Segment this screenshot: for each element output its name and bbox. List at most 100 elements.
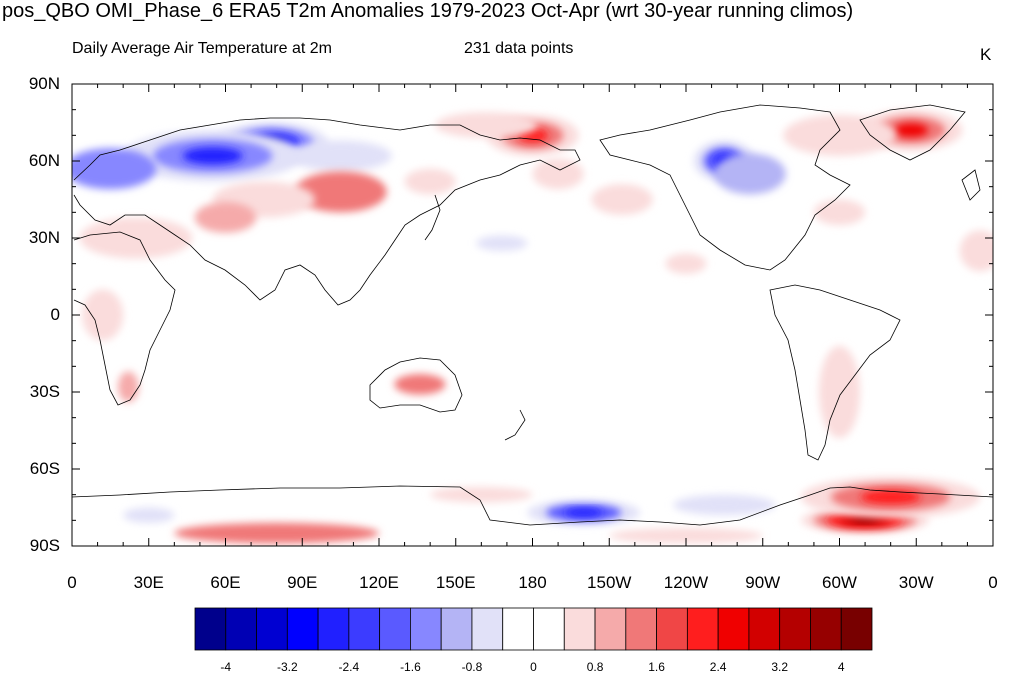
anomaly-region (289, 140, 392, 172)
colorbar-swatch (410, 607, 442, 651)
colorbar-swatch (533, 607, 565, 651)
anomaly-region (783, 114, 896, 156)
anomaly-region (959, 230, 993, 272)
coast-south-america (769, 284, 901, 461)
colorbar-swatch (840, 607, 873, 651)
coast-antarctica (72, 485, 993, 526)
coast-australia (369, 357, 463, 413)
colorbar-swatch (625, 607, 657, 651)
lat-tick-label: 60S (29, 459, 60, 478)
colorbar-swatch (317, 607, 350, 651)
anomaly-region (294, 171, 387, 213)
colorbar-swatch (779, 607, 811, 651)
anomaly-region (860, 490, 921, 505)
colorbar-swatch (656, 607, 688, 651)
lon-tick-label: 180 (518, 573, 547, 592)
anomaly-region (430, 486, 533, 503)
colorbar-swatch (810, 607, 842, 651)
colorbar-swatch (748, 607, 781, 651)
colorbar-tick-label: -0.8 (461, 660, 483, 674)
lon-tick-label: 0 (67, 573, 77, 592)
anomaly-region (394, 374, 446, 395)
lon-tick-label: 150W (587, 573, 632, 592)
colorbar-tick-label: 0 (530, 660, 537, 674)
anomaly-region (609, 528, 763, 544)
anomaly-region (564, 508, 603, 517)
anomaly-region (194, 202, 257, 233)
lon-tick-label: 30W (898, 573, 934, 592)
colorbar-swatch (440, 607, 473, 651)
anomaly-region (174, 522, 380, 544)
anomaly-region (118, 371, 139, 403)
coast-greenland (859, 104, 966, 161)
anomaly-region (852, 517, 878, 523)
colorbar-tick-label: -2.4 (338, 660, 360, 674)
lon-tick-label: 30E (133, 573, 164, 592)
units-label: K (980, 45, 992, 64)
coast-africa (73, 231, 176, 406)
coast-eurasia (73, 117, 581, 306)
lon-tick-label: 90E (287, 573, 318, 592)
lon-tick-label: 60E (210, 573, 241, 592)
anomaly-region (673, 494, 776, 516)
lon-tick-label: 90W (745, 573, 781, 592)
colorbar-swatch (563, 607, 596, 651)
colorbar-swatch (594, 607, 627, 651)
anomaly-region (123, 507, 175, 523)
anomaly-region (82, 289, 124, 341)
axis-ticks (71, 83, 994, 547)
coast-uk (961, 169, 981, 201)
colorbar-tick-label: -1.6 (400, 660, 421, 674)
chart-title: pos_QBO OMI_Phase_6 ERA5 T2m Anomalies 1… (2, 0, 854, 22)
lat-tick-label: 30N (28, 228, 60, 247)
anomaly-region (182, 147, 243, 165)
colorbar-tick-label: -3.2 (276, 660, 298, 674)
lat-tick-label: 90N (28, 74, 60, 93)
colorbar-tick-label: 4 (837, 660, 845, 674)
anomaly-region (404, 168, 456, 195)
anomaly-region (819, 345, 860, 439)
left-subtitle: Daily Average Air Temperature at 2m (72, 40, 332, 57)
lon-tick-label: 60W (822, 573, 857, 592)
lon-tick-label: 120E (359, 573, 399, 592)
colorbar-tick-label: 1.6 (648, 660, 665, 674)
colorbar (194, 607, 873, 651)
colorbar-swatch (686, 607, 719, 651)
coast-north-america (599, 104, 851, 271)
anomaly-region (665, 253, 707, 274)
anomaly-region (532, 158, 584, 190)
anomaly-region (813, 199, 866, 226)
lon-tick-label: 0 (988, 573, 998, 592)
colorbar-swatch (256, 607, 288, 651)
lat-tick-label: 90S (29, 536, 60, 555)
coast-new-zealand (504, 409, 526, 441)
colorbar-swatch (502, 607, 534, 651)
anomaly-field (72, 109, 993, 544)
anomaly-region (476, 235, 528, 251)
colorbar-tick-label: 2.4 (709, 660, 727, 674)
colorbar-swatch (194, 607, 227, 651)
colorbar-swatch (225, 607, 257, 651)
colorbar-tick-label: -4 (220, 660, 232, 674)
anomaly-region (591, 184, 653, 215)
anomaly-region (714, 153, 786, 195)
colorbar-swatch (348, 607, 381, 651)
colorbar-tick-label: 3.2 (771, 660, 789, 674)
colorbar-swatch (379, 607, 411, 651)
coast-japan (424, 194, 441, 241)
anomaly-region (435, 112, 538, 138)
lat-tick-label: 0 (50, 305, 60, 324)
colorbar-swatch (471, 607, 504, 651)
coastlines (72, 104, 993, 526)
lat-tick-label: 30S (29, 382, 60, 401)
lat-tick-label: 60N (28, 151, 60, 170)
colorbar-swatch (717, 607, 750, 651)
anomaly-region (894, 123, 929, 138)
anomaly-region (72, 148, 157, 190)
lon-tick-label: 150E (435, 573, 476, 592)
colorbar-tick-label: 0.8 (586, 660, 604, 674)
colorbar-swatch (286, 607, 319, 651)
center-subtitle: 231 data points (464, 40, 574, 57)
lon-tick-label: 120W (663, 573, 709, 592)
